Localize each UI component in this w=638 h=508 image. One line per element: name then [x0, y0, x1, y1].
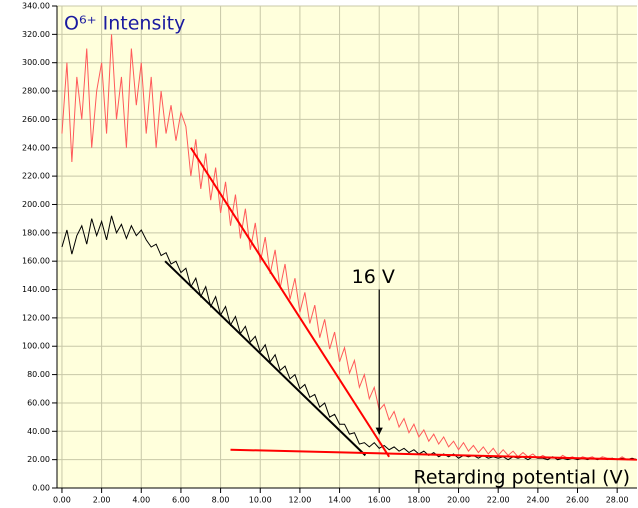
x-tick-label: 12.00 — [288, 496, 311, 505]
y-tick-label: 20.00 — [27, 455, 50, 464]
y-tick-label: 240.00 — [22, 143, 50, 152]
x-tick-label: 4.00 — [132, 496, 150, 505]
fit-line — [190, 147, 390, 458]
x-axis-label: Retarding potential (V) — [414, 467, 630, 489]
y-tick-label: 180.00 — [22, 228, 50, 237]
plot-area — [57, 6, 637, 488]
y-tick-label: 320.00 — [22, 30, 50, 39]
y-tick-label: 200.00 — [22, 200, 50, 209]
x-tick-label: 8.00 — [212, 496, 230, 505]
y-tick-label: 120.00 — [22, 313, 50, 322]
x-tick-label: 16.00 — [368, 496, 391, 505]
y-tick-label: 340.00 — [22, 2, 50, 11]
x-tick-label: 10.00 — [249, 496, 272, 505]
x-tick-label: 6.00 — [172, 496, 190, 505]
y-tick-label: 0.00 — [32, 484, 50, 493]
chart-title: O⁶⁺ Intensity — [64, 13, 185, 35]
x-tick-label: 14.00 — [328, 496, 351, 505]
fit-line — [164, 260, 367, 457]
y-tick-label: 300.00 — [22, 58, 50, 67]
x-tick-label: 18.00 — [407, 496, 430, 505]
y-tick-label: 100.00 — [22, 342, 50, 351]
y-tick-label: 40.00 — [27, 427, 50, 436]
y-tick-label: 160.00 — [22, 257, 50, 266]
y-tick-label: 260.00 — [22, 115, 50, 124]
y-tick-label: 60.00 — [27, 398, 50, 407]
y-tick-label: 140.00 — [22, 285, 50, 294]
fit-line — [230, 448, 638, 461]
y-tick-label: 220.00 — [22, 172, 50, 181]
x-tick-label: 0.00 — [53, 496, 71, 505]
x-tick-label: 26.00 — [566, 496, 589, 505]
x-tick-label: 24.00 — [526, 496, 549, 505]
annotation-text: 16 V — [352, 266, 395, 288]
x-tick-label: 2.00 — [93, 496, 111, 505]
x-tick-label: 20.00 — [447, 496, 470, 505]
x-tick-label: 28.00 — [606, 496, 629, 505]
y-tick-label: 80.00 — [27, 370, 50, 379]
x-tick-label: 22.00 — [487, 496, 510, 505]
y-tick-label: 280.00 — [22, 87, 50, 96]
